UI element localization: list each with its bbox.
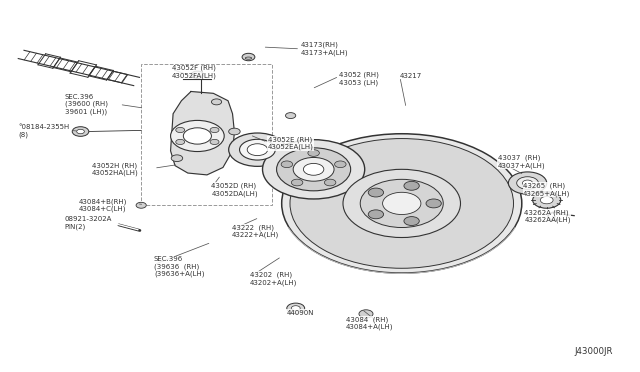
Text: °08184-2355H
(8): °08184-2355H (8) [19, 124, 70, 138]
Circle shape [508, 172, 547, 194]
Circle shape [532, 192, 561, 208]
Text: 43262A (RH)
43262AA(LH): 43262A (RH) 43262AA(LH) [524, 209, 571, 224]
Circle shape [281, 161, 292, 168]
Circle shape [228, 133, 286, 166]
Text: 43037  (RH)
43037+A(LH): 43037 (RH) 43037+A(LH) [497, 155, 545, 169]
Circle shape [368, 188, 383, 197]
Circle shape [276, 148, 351, 191]
Circle shape [368, 210, 383, 219]
Circle shape [426, 199, 442, 208]
Text: 43217: 43217 [400, 73, 422, 78]
Circle shape [291, 306, 300, 311]
Circle shape [172, 155, 182, 161]
Text: 43202  (RH)
43202+A(LH): 43202 (RH) 43202+A(LH) [250, 272, 297, 286]
Circle shape [72, 127, 89, 137]
Circle shape [540, 196, 553, 204]
Circle shape [176, 127, 185, 132]
Text: J43000JR: J43000JR [574, 347, 612, 356]
Circle shape [359, 310, 373, 318]
Circle shape [308, 150, 319, 156]
Circle shape [293, 157, 334, 181]
Text: 43222  (RH)
43222+A(LH): 43222 (RH) 43222+A(LH) [232, 224, 279, 238]
Circle shape [282, 134, 522, 273]
Ellipse shape [245, 57, 252, 59]
Circle shape [136, 202, 147, 208]
Circle shape [360, 179, 444, 228]
Text: 43265  (RH)
43265+A(LH): 43265 (RH) 43265+A(LH) [523, 183, 570, 197]
Circle shape [343, 169, 461, 237]
Circle shape [191, 71, 204, 78]
Text: 43052H (RH)
43052HA(LH): 43052H (RH) 43052HA(LH) [92, 162, 139, 176]
Circle shape [183, 128, 211, 144]
Circle shape [516, 177, 538, 189]
Circle shape [324, 179, 336, 186]
Circle shape [211, 99, 221, 105]
Circle shape [210, 127, 219, 132]
Circle shape [210, 140, 219, 145]
Circle shape [290, 138, 513, 268]
Circle shape [404, 181, 419, 190]
Polygon shape [171, 92, 234, 175]
Text: 43052F (RH)
43052FA(LH): 43052F (RH) 43052FA(LH) [172, 65, 217, 79]
Text: 43173(RH)
43173+A(LH): 43173(RH) 43173+A(LH) [301, 42, 348, 56]
Circle shape [239, 139, 275, 160]
Text: SEC.396
(39600 (RH)
39601 (LH)): SEC.396 (39600 (RH) 39601 (LH)) [65, 94, 108, 115]
Circle shape [291, 179, 303, 186]
Circle shape [228, 128, 240, 135]
Circle shape [287, 303, 305, 314]
Circle shape [171, 121, 224, 151]
Circle shape [335, 161, 346, 168]
Circle shape [242, 53, 255, 61]
Text: 44090N: 44090N [287, 310, 314, 316]
Text: 08921-3202A
PIN(2): 08921-3202A PIN(2) [65, 216, 112, 230]
Circle shape [77, 129, 84, 134]
Circle shape [522, 180, 532, 186]
Text: 43084+B(RH)
43084+C(LH): 43084+B(RH) 43084+C(LH) [79, 198, 127, 212]
Circle shape [404, 217, 419, 225]
Circle shape [247, 144, 268, 155]
Circle shape [285, 113, 296, 119]
Text: 43052 (RH)
43053 (LH): 43052 (RH) 43053 (LH) [339, 71, 379, 86]
Circle shape [303, 163, 324, 175]
Text: 43052E (RH)
43052EA(LH): 43052E (RH) 43052EA(LH) [268, 137, 314, 150]
Text: 43084  (RH)
43084+A(LH): 43084 (RH) 43084+A(LH) [346, 316, 393, 330]
Circle shape [176, 140, 185, 145]
Text: SEC.396
(39636  (RH)
(39636+A(LH): SEC.396 (39636 (RH) (39636+A(LH) [154, 256, 204, 277]
Text: 43052D (RH)
43052DA(LH): 43052D (RH) 43052DA(LH) [211, 183, 258, 197]
Circle shape [383, 192, 421, 215]
Circle shape [262, 140, 365, 199]
